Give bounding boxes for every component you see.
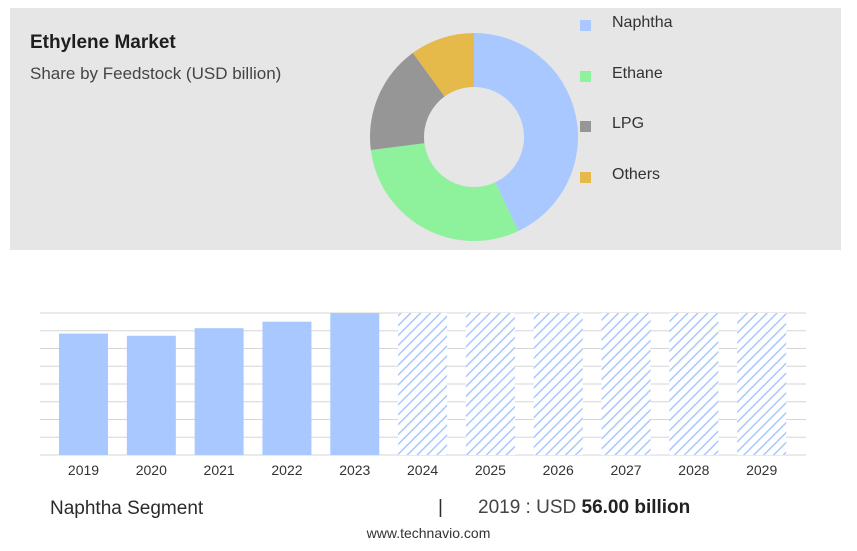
- bar-2020[interactable]: [126, 335, 176, 455]
- legend-swatch-naphtha: [580, 20, 591, 31]
- bar-2021[interactable]: [194, 328, 244, 455]
- donut-chart: [300, 33, 700, 260]
- bar-2022[interactable]: [262, 321, 312, 455]
- donut-slice-others[interactable]: [412, 33, 474, 97]
- segment-value: 2019 : USD 56.00 billion: [478, 497, 690, 519]
- x-tick-label-2021: 2021: [204, 462, 235, 478]
- legend-label-others: Others: [612, 166, 661, 184]
- bar-chart: 2019 2020 2021 2022 2023 2024 2025 2026 2027 2028…: [40, 312, 806, 478]
- forecast-bar-2026[interactable]: [533, 313, 583, 455]
- segment-value-prefix: 2019 : USD: [478, 497, 577, 518]
- forecast-bar-2028[interactable]: [669, 313, 719, 455]
- legend-label-naphtha: Naphtha: [612, 14, 673, 31]
- segment-value-amount: 56.00 billion: [581, 497, 691, 518]
- legend-swatch-ethane: [580, 70, 591, 82]
- x-tick-label-2024: 2024: [407, 462, 438, 478]
- chart-title: Ethylene Market: [30, 32, 176, 53]
- x-tick-label-2020: 2020: [136, 462, 167, 478]
- donut-slice-naphtha[interactable]: [474, 33, 579, 232]
- forecast-bar-2025[interactable]: [465, 313, 515, 455]
- legend-swatch-others: [580, 172, 591, 184]
- x-tick-label-2027: 2027: [610, 462, 641, 478]
- x-tick-label-2022: 2022: [271, 462, 302, 478]
- chart-subtitle: Share by Feedstock (USD billion): [30, 64, 282, 83]
- bar-2023[interactable]: [330, 313, 380, 455]
- x-tick-label-2023: 2023: [339, 462, 370, 478]
- legend-label-lpg: LPG: [612, 115, 645, 133]
- forecast-bar-2027[interactable]: [601, 313, 651, 455]
- bar-2019[interactable]: [59, 333, 108, 455]
- segment-label: Naphtha Segment: [50, 498, 204, 519]
- x-tick-label-2029: 2029: [746, 462, 777, 478]
- x-tick-label-2025: 2025: [475, 462, 506, 478]
- x-tick-label-2026: 2026: [543, 462, 574, 478]
- donut-slice-lpg[interactable]: [370, 52, 445, 151]
- forecast-bar-2024[interactable]: [398, 313, 448, 455]
- footer-divider: |: [438, 497, 443, 518]
- x-tick-label-2028: 2028: [678, 462, 709, 478]
- source-link[interactable]: www.technavio.com: [366, 525, 491, 541]
- forecast-bar-2029[interactable]: [737, 313, 787, 455]
- donut-clip: [300, 250, 700, 260]
- donut-slice-ethane[interactable]: [370, 143, 519, 241]
- legend-swatch-lpg: [580, 121, 591, 133]
- x-tick-label-2019: 2019: [68, 462, 99, 478]
- legend-label-ethane: Ethane: [612, 64, 663, 82]
